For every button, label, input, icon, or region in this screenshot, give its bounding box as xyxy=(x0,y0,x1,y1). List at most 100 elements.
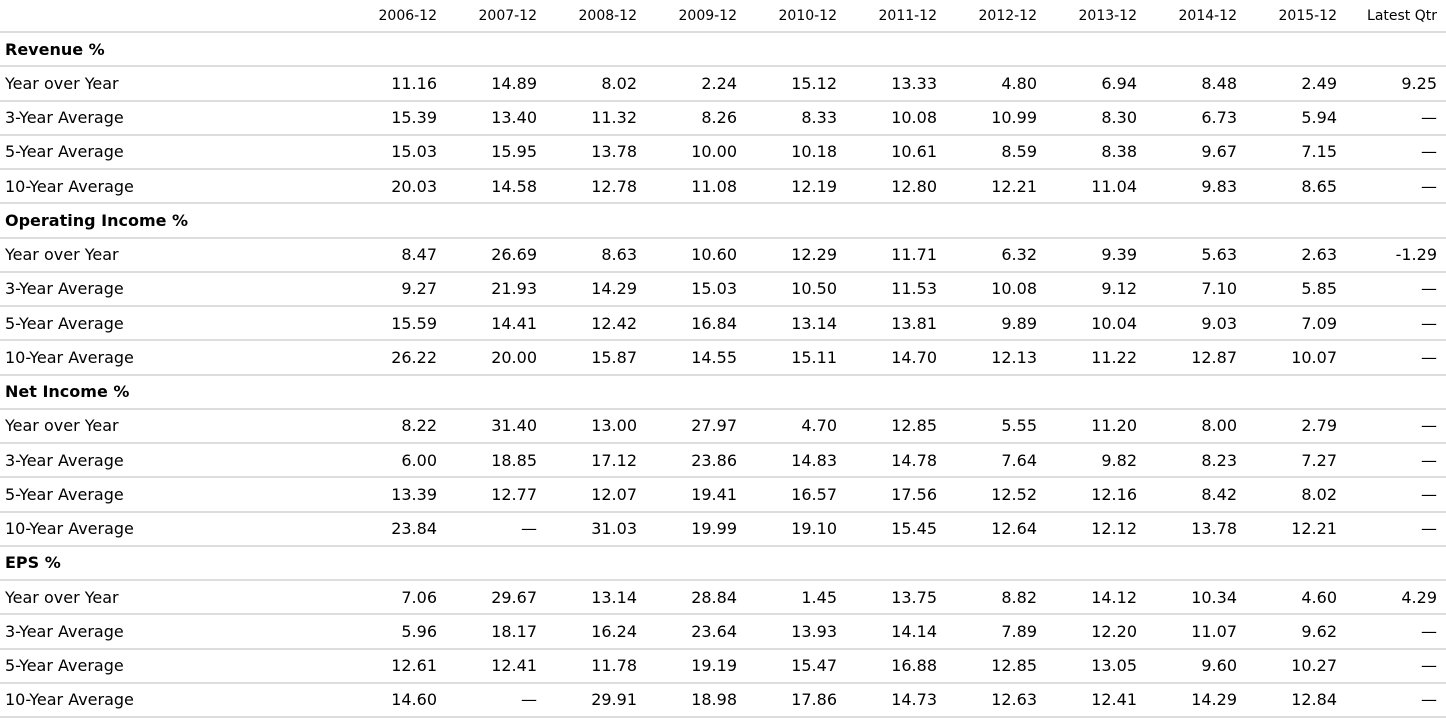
cell-value: 7.10 xyxy=(1146,271,1246,308)
data-row: 3-Year Average 5.96 18.17 16.24 23.64 13.93 14… xyxy=(0,614,1446,650)
section-title: Net Income % xyxy=(0,374,1446,410)
data-row: 10-Year Average 14.60—29.91 18.98 17.86 14.7… xyxy=(0,682,1446,718)
cell-value: 9.25 xyxy=(1346,66,1446,102)
column-header: 2010-12 xyxy=(746,0,846,33)
cell-value: 15.03 xyxy=(646,271,746,308)
cell-value: 13.05 xyxy=(1046,648,1146,684)
cell-value: 21.93 xyxy=(446,271,546,308)
column-header: 2012-12 xyxy=(946,0,1046,33)
cell-value: 8.59 xyxy=(946,134,1046,171)
cell-value: 14.14 xyxy=(846,614,946,650)
cell-value: 29.91 xyxy=(546,682,646,718)
row-label: 3-Year Average xyxy=(0,100,346,136)
cell-value: 12.13 xyxy=(946,340,1046,376)
cell-value: -1.29 xyxy=(1346,237,1446,273)
cell-value: 17.86 xyxy=(746,682,846,718)
cell-value: 19.19 xyxy=(646,648,746,684)
column-header: 2009-12 xyxy=(646,0,746,33)
column-header: 2013-12 xyxy=(1046,0,1146,33)
row-label: Year over Year xyxy=(0,408,346,445)
cell-value: 16.84 xyxy=(646,306,746,342)
row-label: 10-Year Average xyxy=(0,340,346,376)
cell-value: 20.03 xyxy=(346,169,446,205)
cell-value: 8.82 xyxy=(946,580,1046,616)
cell-value: 10.99 xyxy=(946,100,1046,136)
cell-value: 14.60 xyxy=(346,682,446,718)
cell-value: 10.18 xyxy=(746,134,846,171)
cell-value: 18.85 xyxy=(446,443,546,479)
cell-value: 12.78 xyxy=(546,169,646,205)
cell-value: 19.99 xyxy=(646,511,746,547)
cell-value: 28.84 xyxy=(646,580,746,616)
section-title: EPS % xyxy=(0,545,1446,582)
cell-value: 8.00 xyxy=(1146,408,1246,445)
cell-value: 10.07 xyxy=(1246,340,1346,376)
cell-value: 16.24 xyxy=(546,614,646,650)
cell-value: 27.97 xyxy=(646,408,746,445)
cell-value: 9.89 xyxy=(946,306,1046,342)
cell-value: 18.98 xyxy=(646,682,746,718)
cell-value: 9.62 xyxy=(1246,614,1346,650)
cell-value: 20.00 xyxy=(446,340,546,376)
cell-value: 8.22 xyxy=(346,408,446,445)
cell-value: — xyxy=(1346,340,1446,376)
section-row: Net Income % xyxy=(0,374,1446,410)
cell-value: 7.27 xyxy=(1246,443,1346,479)
cell-value: 4.29 xyxy=(1346,580,1446,616)
cell-value: 8.63 xyxy=(546,237,646,273)
cell-value: 13.93 xyxy=(746,614,846,650)
cell-value: — xyxy=(1346,169,1446,205)
cell-value: 11.32 xyxy=(546,100,646,136)
cell-value: 15.39 xyxy=(346,100,446,136)
cell-value: 5.85 xyxy=(1246,271,1346,308)
cell-value: 14.83 xyxy=(746,443,846,479)
cell-value: 6.00 xyxy=(346,443,446,479)
cell-value: 15.87 xyxy=(546,340,646,376)
section-row: EPS % xyxy=(0,545,1446,582)
cell-value: 11.20 xyxy=(1046,408,1146,445)
cell-value: 10.27 xyxy=(1246,648,1346,684)
cell-value: 5.96 xyxy=(346,614,446,650)
header-row: 2006-12 2007-12 2008-12 2009-12 2010-12 2011-… xyxy=(0,0,1446,33)
cell-value: 12.52 xyxy=(946,477,1046,513)
cell-value: — xyxy=(1346,443,1446,479)
cell-value: 11.71 xyxy=(846,237,946,273)
cell-value: 7.64 xyxy=(946,443,1046,479)
cell-value: 8.65 xyxy=(1246,169,1346,205)
cell-value: 10.04 xyxy=(1046,306,1146,342)
cell-value: 11.04 xyxy=(1046,169,1146,205)
cell-value: — xyxy=(1346,682,1446,718)
cell-value: 14.55 xyxy=(646,340,746,376)
cell-value: 14.29 xyxy=(1146,682,1246,718)
cell-value: 15.03 xyxy=(346,134,446,171)
corner xyxy=(0,0,346,33)
section-title: Revenue % xyxy=(0,32,1446,68)
row-label: Year over Year xyxy=(0,66,346,102)
data-row: 3-Year Average 15.39 13.40 11.32 8.26 8.33 10.… xyxy=(0,100,1446,136)
cell-value: 2.79 xyxy=(1246,408,1346,445)
cell-value: 10.34 xyxy=(1146,580,1246,616)
cell-value: 6.32 xyxy=(946,237,1046,273)
cell-value: 23.64 xyxy=(646,614,746,650)
cell-value: 13.14 xyxy=(746,306,846,342)
section-title: Operating Income % xyxy=(0,203,1446,239)
cell-value: 12.21 xyxy=(946,169,1046,205)
cell-value: — xyxy=(1346,100,1446,136)
cell-value: 14.89 xyxy=(446,66,546,102)
data-row: 3-Year Average 9.27 21.93 14.29 15.03 10.50 11… xyxy=(0,271,1446,308)
cell-value: 7.89 xyxy=(946,614,1046,650)
cell-value: — xyxy=(1346,408,1446,445)
cell-value: 2.24 xyxy=(646,66,746,102)
cell-value: 9.03 xyxy=(1146,306,1246,342)
cell-value: 14.78 xyxy=(846,443,946,479)
cell-value: — xyxy=(1346,306,1446,342)
cell-value: 10.00 xyxy=(646,134,746,171)
cell-value: 12.80 xyxy=(846,169,946,205)
row-label: Year over Year xyxy=(0,580,346,616)
cell-value: 12.42 xyxy=(546,306,646,342)
cell-value: 2.49 xyxy=(1246,66,1346,102)
cell-value: 5.94 xyxy=(1246,100,1346,136)
data-row: 5-Year Average 13.39 12.77 12.07 19.41 16.57 1… xyxy=(0,477,1446,513)
cell-value: 9.39 xyxy=(1046,237,1146,273)
